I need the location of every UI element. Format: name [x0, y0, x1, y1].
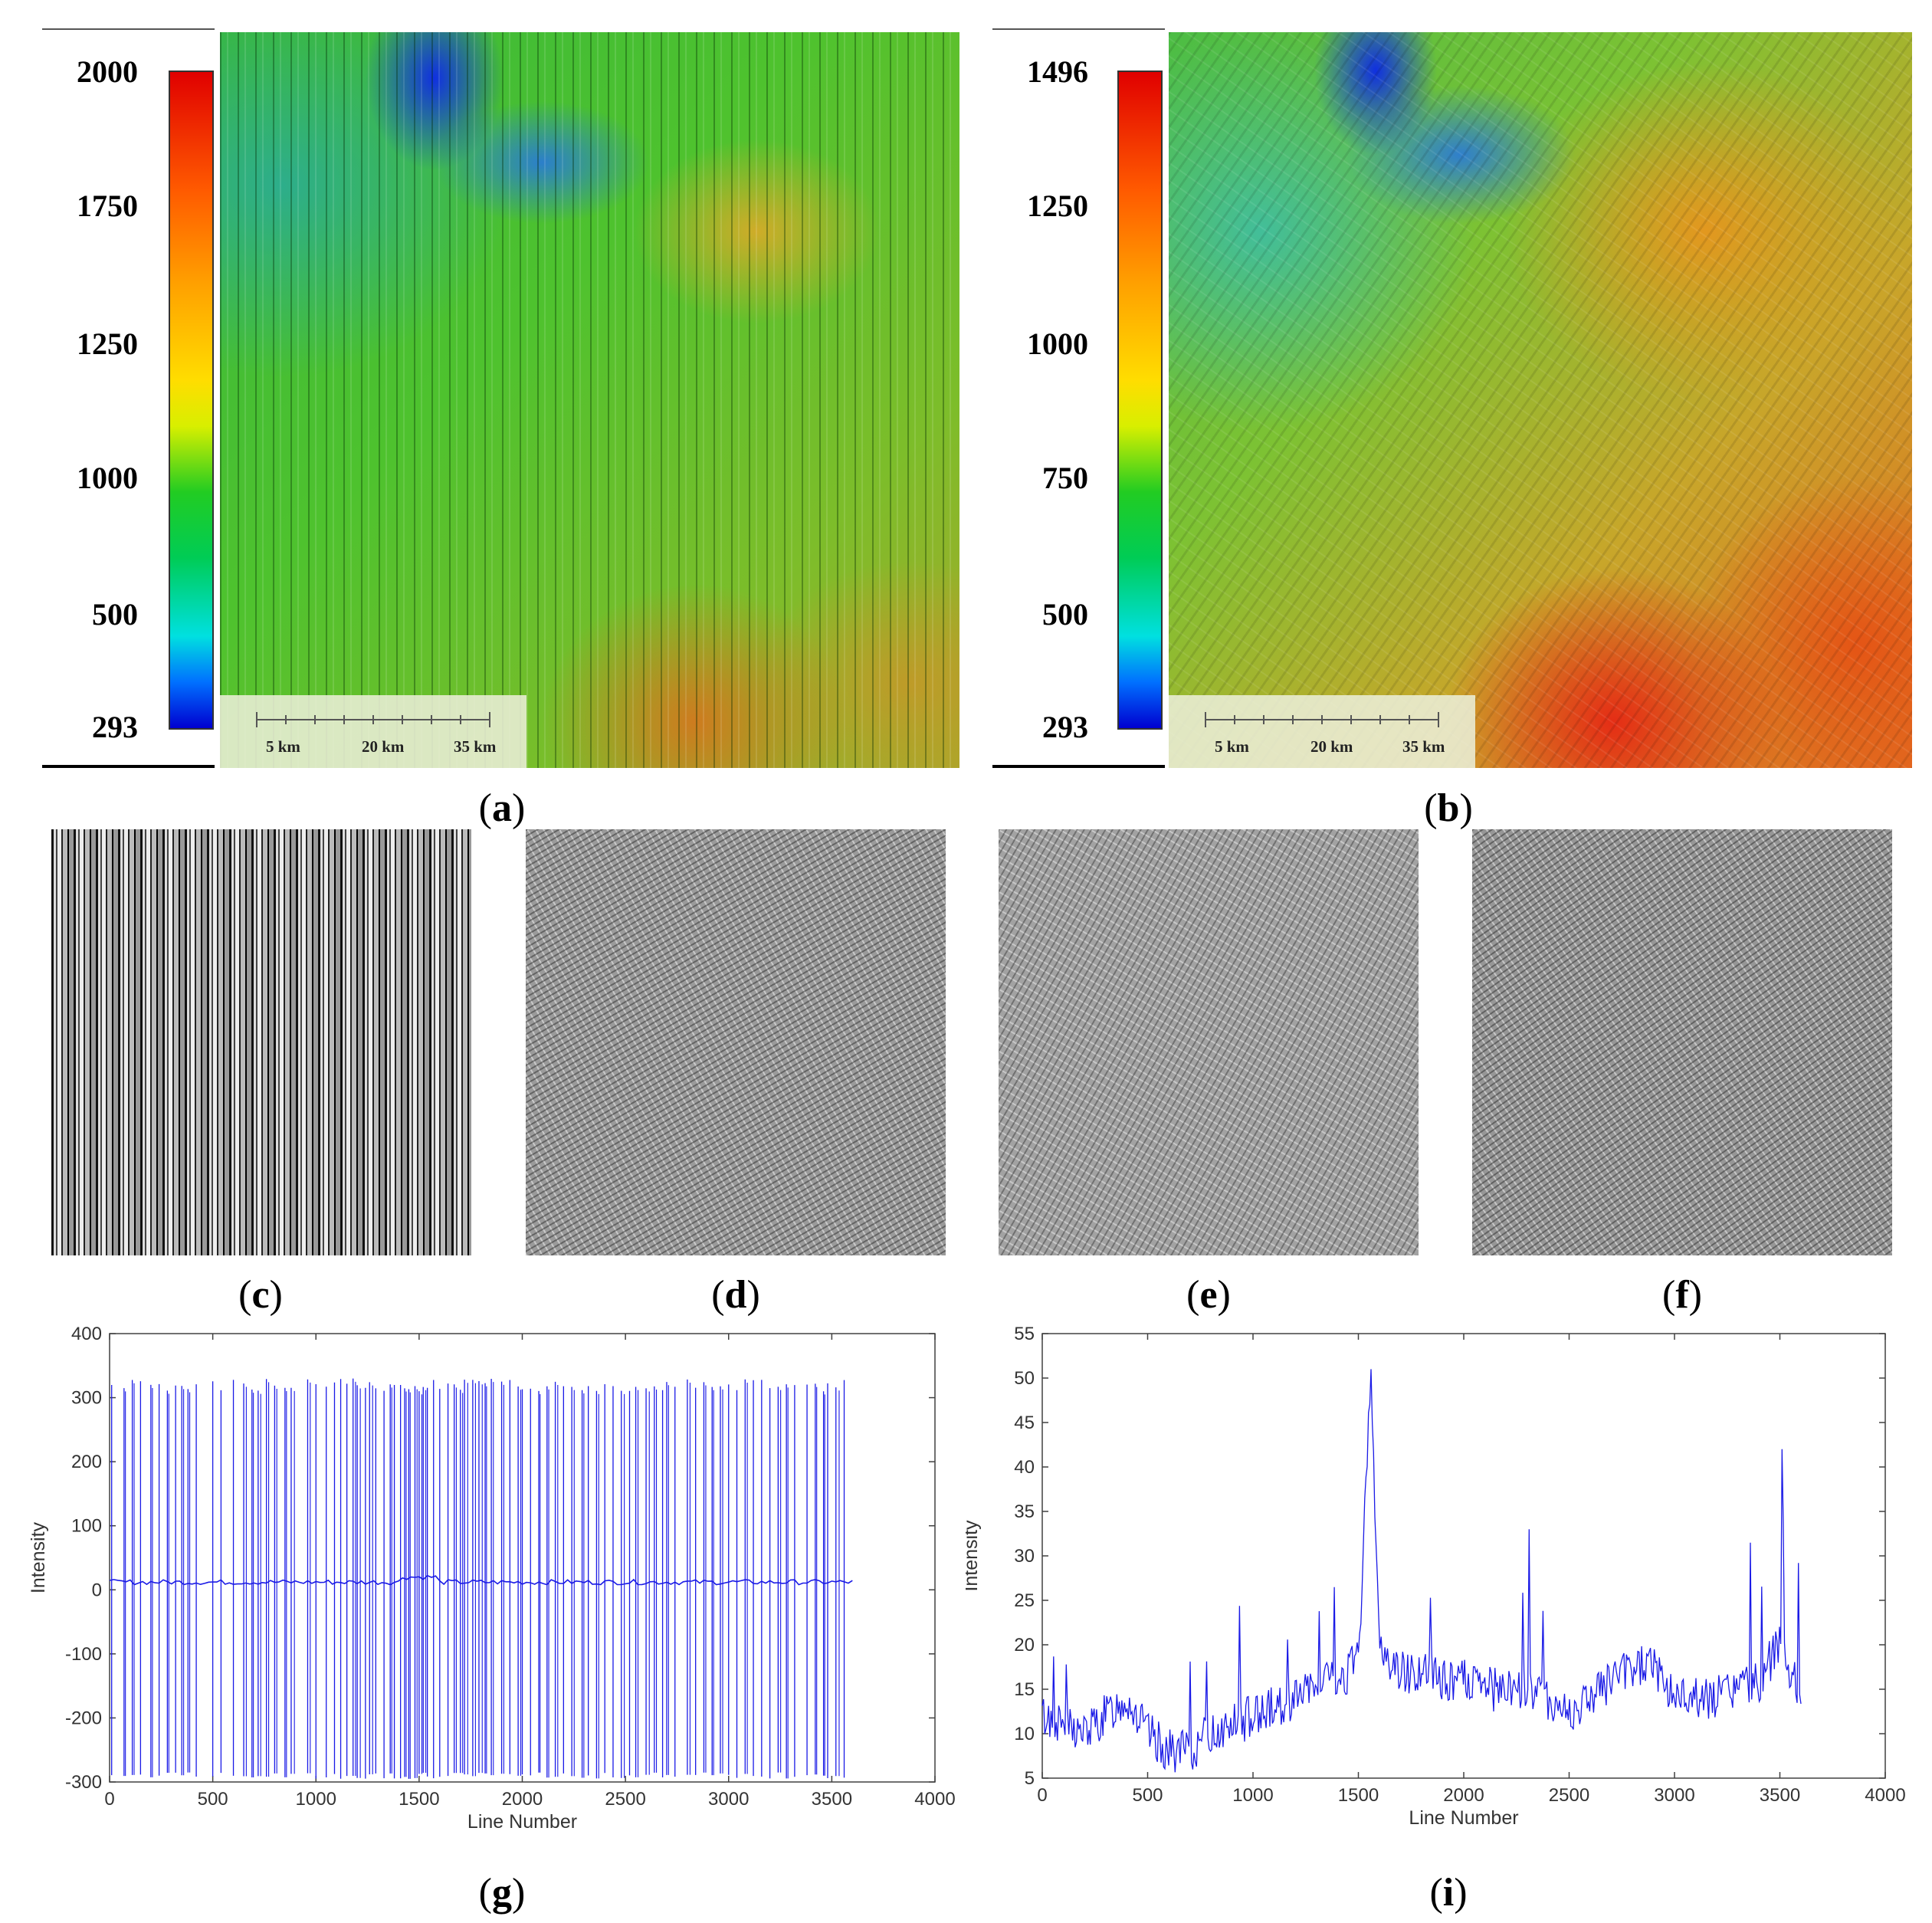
y-tick-label: 0 [92, 1580, 102, 1600]
scale-label: 35 km [1402, 737, 1445, 756]
scale-bar-a: 5 km 20 km 35 km [220, 695, 526, 768]
y-tick-label: 35 [1014, 1501, 1035, 1522]
y-tick-label: 55 [1014, 1324, 1035, 1344]
x-tick-label: 2500 [1549, 1785, 1589, 1806]
scale-label: 5 km [1215, 737, 1249, 756]
colorbar-a-tick: 293 [92, 710, 138, 744]
colorbar-b-tick: 500 [1042, 597, 1088, 632]
x-tick-label: 0 [104, 1789, 114, 1810]
scale-bar-a-ruler [256, 712, 490, 727]
gray-image-e [999, 829, 1419, 1255]
chart-g: 0 500 1000 1500 2000 2500 3000 3500 4000-300-200… [28, 1324, 956, 1833]
colorbar-b-topline [992, 28, 1165, 30]
colorbar-a-tick: 1250 [77, 327, 138, 361]
panel-a: 2000 1750 1250 1000 500 293 5 km 20 km 3… [0, 0, 966, 820]
y-tick-label: 5 [1025, 1768, 1035, 1789]
scale-bar-b-ruler [1205, 712, 1439, 727]
elevation-map-b: 5 km 20 km 35 km [1169, 32, 1912, 768]
y-tick-label: 20 [1014, 1635, 1035, 1656]
stripe-artifacts [220, 32, 959, 768]
x-tick-label: 500 [1132, 1785, 1163, 1806]
y-tick-label: -300 [65, 1772, 102, 1793]
scale-bar-b: 5 km 20 km 35 km [1169, 695, 1475, 768]
y-tick-label: 50 [1014, 1368, 1035, 1389]
panel-label-i: (i) [1429, 1871, 1468, 1915]
scale-label: 20 km [1310, 737, 1353, 756]
x-tick-label: 1000 [1232, 1785, 1273, 1806]
gray-image-f [1472, 829, 1892, 1255]
colorbar-b-tick: 750 [1042, 461, 1088, 495]
x-tick-label: 0 [1037, 1785, 1047, 1806]
scale-label: 35 km [454, 737, 497, 756]
x-tick-label: 3500 [812, 1789, 852, 1810]
x-tick-label: 3500 [1760, 1785, 1800, 1806]
y-tick-label: 400 [71, 1324, 102, 1344]
gray-image-d [526, 829, 946, 1255]
x-tick-label: 1500 [399, 1789, 439, 1810]
gray-image-c [51, 829, 471, 1255]
panel-label-b: (b) [1424, 786, 1473, 830]
y-tick-label: 10 [1014, 1724, 1035, 1744]
x-tick-label: 2000 [1443, 1785, 1484, 1806]
y-axis-label: Intensity [966, 1520, 982, 1592]
y-tick-label: 25 [1014, 1590, 1035, 1611]
panel-label-a: (a) [478, 786, 526, 830]
x-axis-label: Line Number [1409, 1807, 1518, 1829]
panel-label-e: (e) [1186, 1273, 1231, 1317]
x-tick-label: 1500 [1338, 1785, 1379, 1806]
colorbar-a-tick: 500 [92, 597, 138, 632]
y-tick-label: 200 [71, 1452, 102, 1472]
panel-label-d: (d) [711, 1273, 760, 1317]
x-tick-label: 2500 [605, 1789, 645, 1810]
baseline-line [109, 1574, 853, 1586]
x-tick-label: 2000 [502, 1789, 543, 1810]
x-tick-label: 4000 [914, 1789, 955, 1810]
panel-b: 1496 1250 1000 750 500 293 5 km 20 km 35… [950, 0, 1932, 820]
terrain-texture [1169, 32, 1912, 768]
elevation-map-a: 5 km 20 km 35 km [220, 32, 959, 768]
x-tick-label: 3000 [1654, 1785, 1694, 1806]
scale-label: 20 km [362, 737, 405, 756]
x-tick-label: 4000 [1865, 1785, 1905, 1806]
colorbar-b-bottomline [992, 765, 1165, 768]
x-tick-label: 1000 [296, 1789, 336, 1810]
y-tick-label: -200 [65, 1708, 102, 1728]
plot-area [1041, 1333, 1886, 1779]
colorbar-a-tick: 2000 [77, 54, 138, 89]
scale-label: 5 km [266, 737, 300, 756]
panel-label-f: (f) [1662, 1273, 1702, 1317]
colorbar-a-bottomline [42, 765, 215, 768]
x-axis-label: Line Number [467, 1811, 577, 1833]
colorbar-a-tick: 1000 [77, 461, 138, 495]
colorbar-b-tick: 1000 [1027, 327, 1088, 361]
colorbar-a [169, 71, 214, 730]
panel-label-c: (c) [238, 1273, 283, 1317]
y-tick-label: 15 [1014, 1679, 1035, 1700]
y-axis-label: Intensity [28, 1521, 49, 1593]
y-tick-label: -100 [65, 1644, 102, 1665]
colorbar-a-tick: 1750 [77, 189, 138, 223]
colorbar-b-tick: 1250 [1027, 189, 1088, 223]
y-tick-label: 30 [1014, 1546, 1035, 1567]
colorbar-b-tick: 1496 [1027, 54, 1088, 89]
panel-label-g: (g) [478, 1871, 526, 1915]
colorbar-a-topline [42, 28, 215, 30]
y-tick-label: 300 [71, 1388, 102, 1409]
colorbar-b-tick: 293 [1042, 710, 1088, 744]
y-tick-label: 40 [1014, 1457, 1035, 1478]
x-tick-label: 500 [198, 1789, 228, 1810]
series-intensity [1041, 1369, 1802, 1773]
chart-i: 0 500 1000 1500 2000 2500 3000 3500 4000 5 10 15 20 2… [966, 1324, 1906, 1829]
y-tick-label: 100 [71, 1516, 102, 1537]
series-intensity [109, 1378, 853, 1779]
y-tick-label: 45 [1014, 1413, 1035, 1433]
colorbar-b [1117, 71, 1163, 730]
x-tick-label: 3000 [708, 1789, 749, 1810]
